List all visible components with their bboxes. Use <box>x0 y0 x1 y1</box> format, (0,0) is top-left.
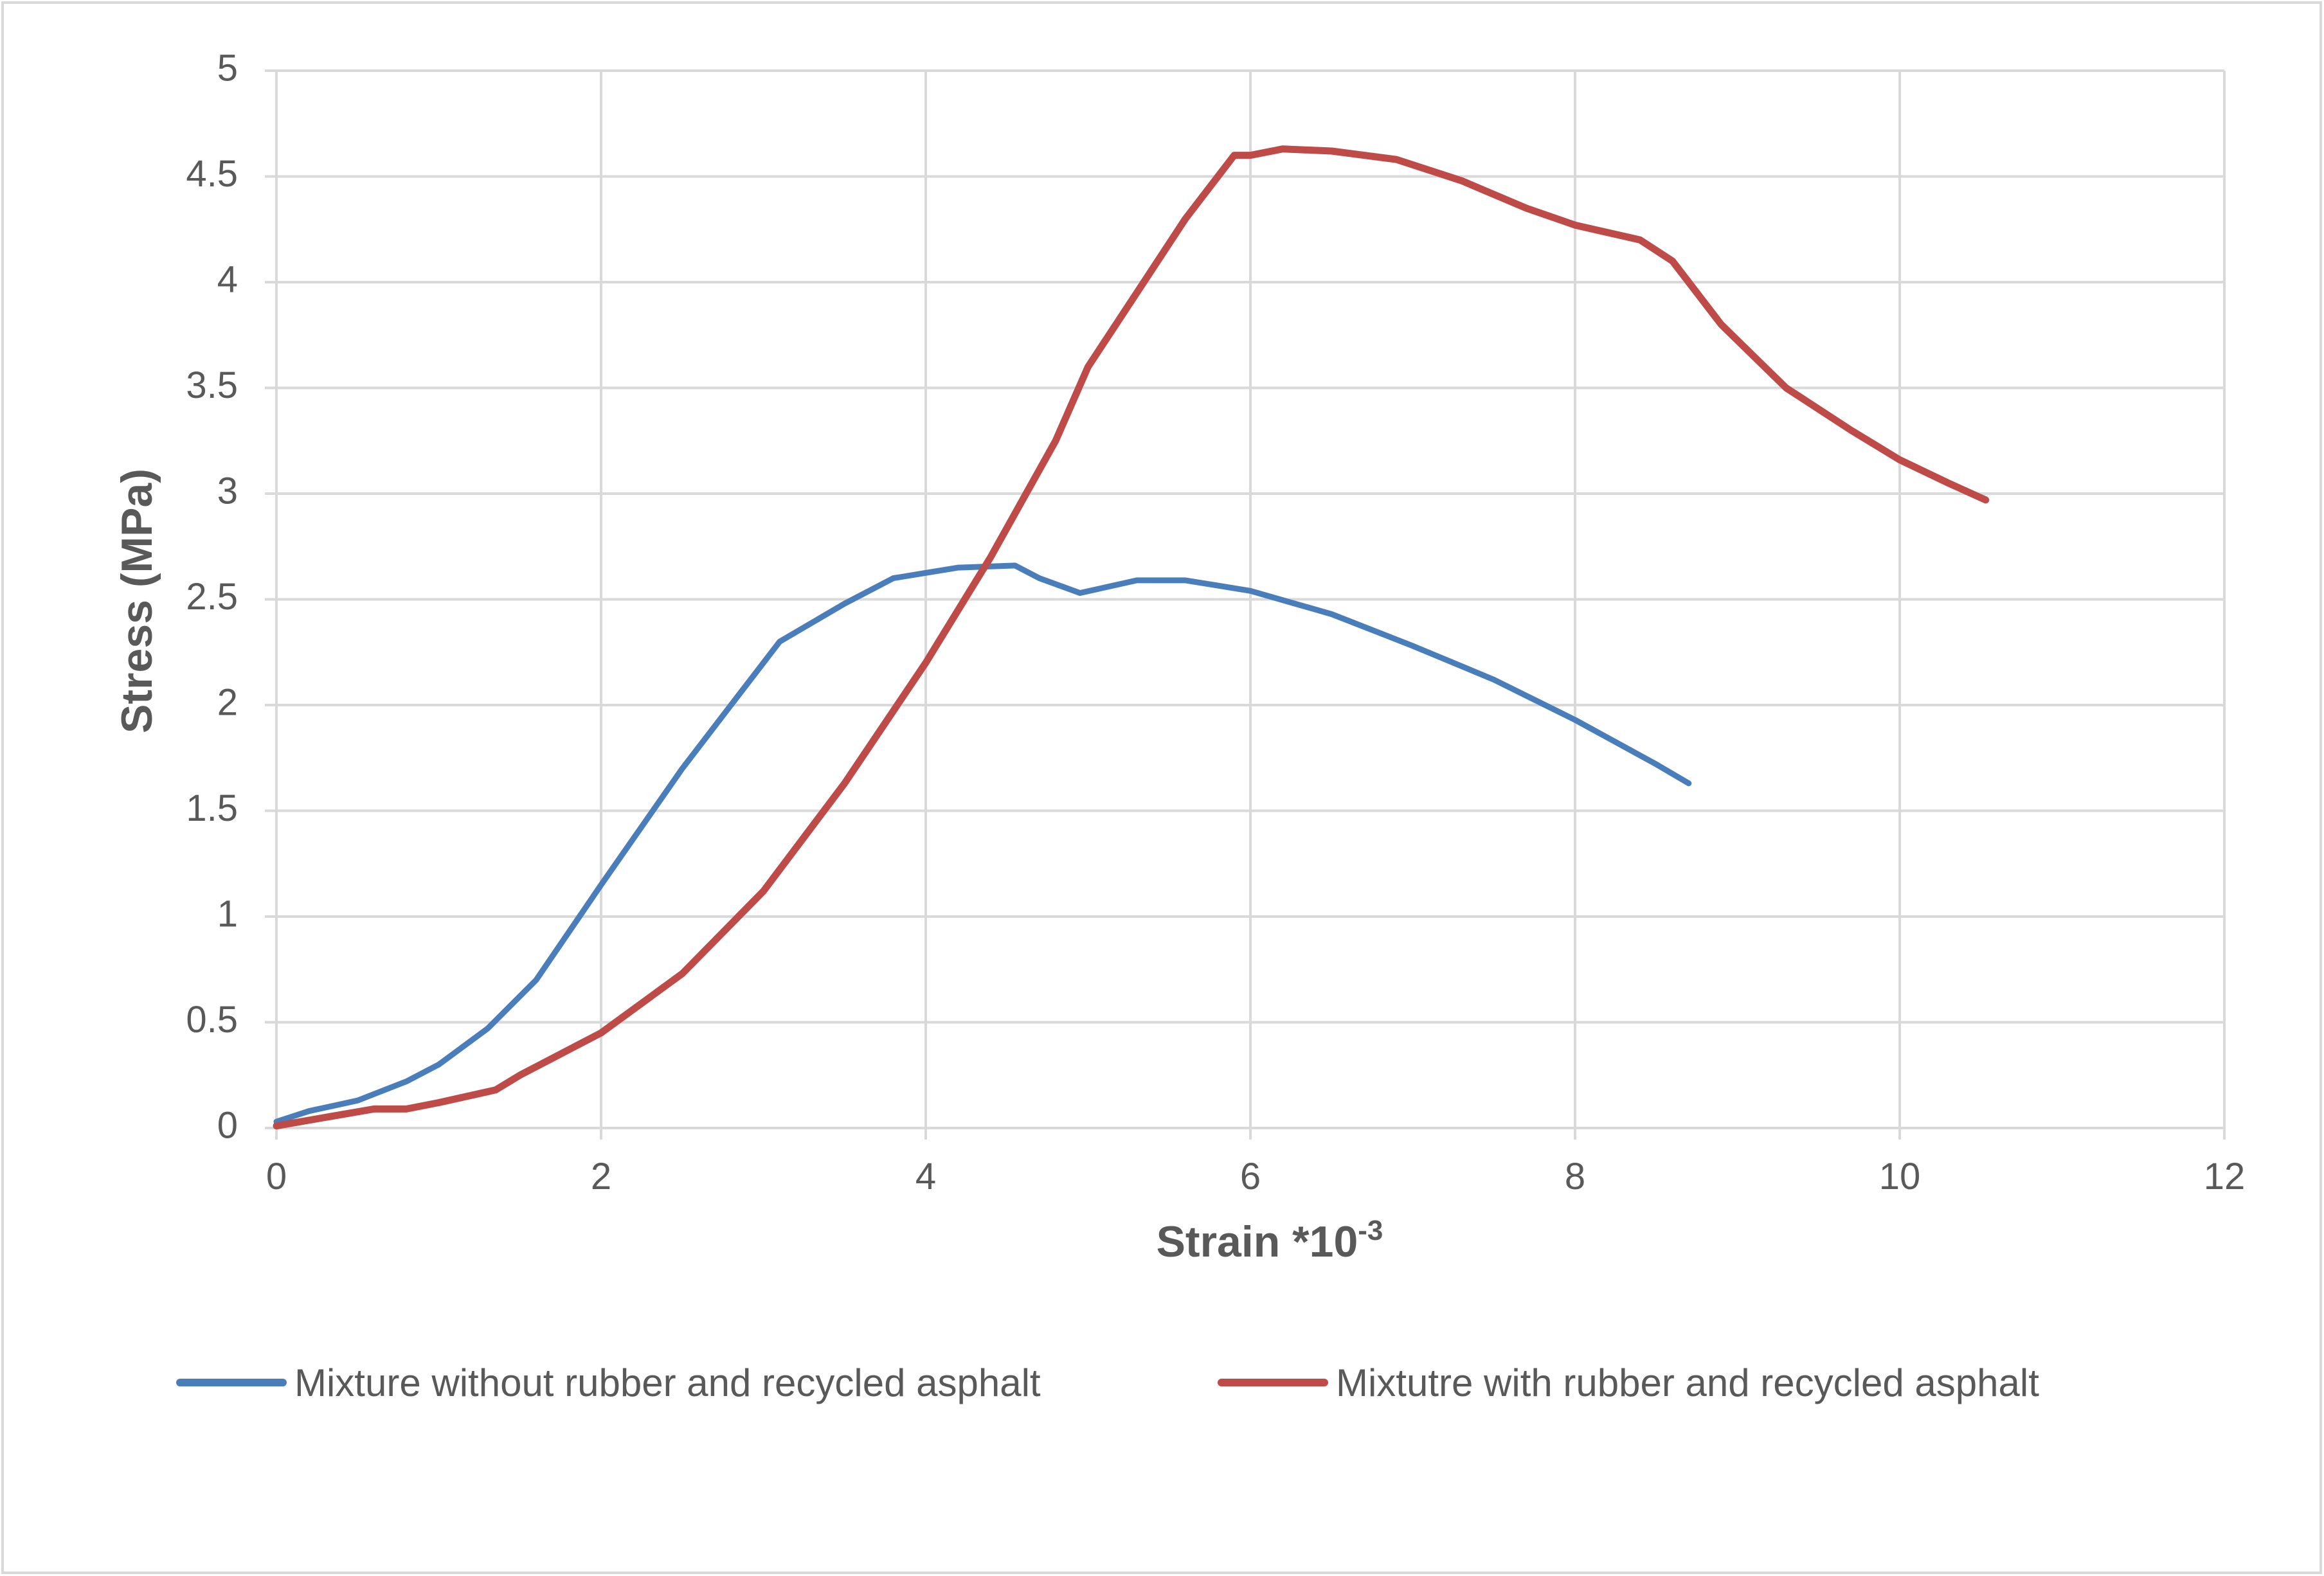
y-tick-label: 1.5 <box>186 787 238 829</box>
x-tick-label: 4 <box>915 1156 936 1197</box>
y-axis-label: Stress (MPa) <box>113 469 161 733</box>
x-axis-label-main: Strain *10 <box>1157 1217 1358 1266</box>
y-tick-label: 4 <box>217 258 238 300</box>
y-tick-label: 4.5 <box>186 153 238 195</box>
x-tick-label: 0 <box>266 1156 287 1197</box>
x-axis-label: Strain *10-3 <box>1157 1215 1383 1266</box>
y-tick-label: 0.5 <box>186 999 238 1041</box>
y-tick-label: 2.5 <box>186 576 238 618</box>
y-tick-label: 3 <box>217 470 238 512</box>
x-tick-label: 12 <box>2204 1156 2246 1197</box>
x-tick-label: 10 <box>1879 1156 1921 1197</box>
series-lines <box>273 145 1990 1130</box>
tick-labels: 0 0.5 1 1.5 2 2.5 3 3.5 4 4.5 5 0 2 4 6 8 10 12 <box>186 47 2245 1197</box>
x-tick-label: 2 <box>591 1156 611 1197</box>
y-tick-label: 0 <box>217 1104 238 1146</box>
legend: Mixture without rubber and recycled asph… <box>176 1361 2039 1404</box>
y-tick-label: 3.5 <box>186 364 238 406</box>
legend-label-without-rubber: Mixture without rubber and recycled asph… <box>294 1361 1041 1404</box>
legend-label-with-rubber: Mixtutre with rubber and recycled asphal… <box>1336 1361 2039 1404</box>
series-line-without-rubber <box>273 562 1692 1125</box>
y-tick-label: 5 <box>217 47 238 89</box>
y-tick-label: 1 <box>217 893 238 935</box>
axes <box>265 69 2226 1140</box>
series-line-with-rubber <box>273 145 1990 1130</box>
x-tick-label: 6 <box>1240 1156 1261 1197</box>
gridlines <box>276 69 2226 1128</box>
x-tick-label: 8 <box>1565 1156 1585 1197</box>
y-tick-label: 2 <box>217 681 238 723</box>
x-axis-label-superscript: -3 <box>1358 1215 1383 1246</box>
